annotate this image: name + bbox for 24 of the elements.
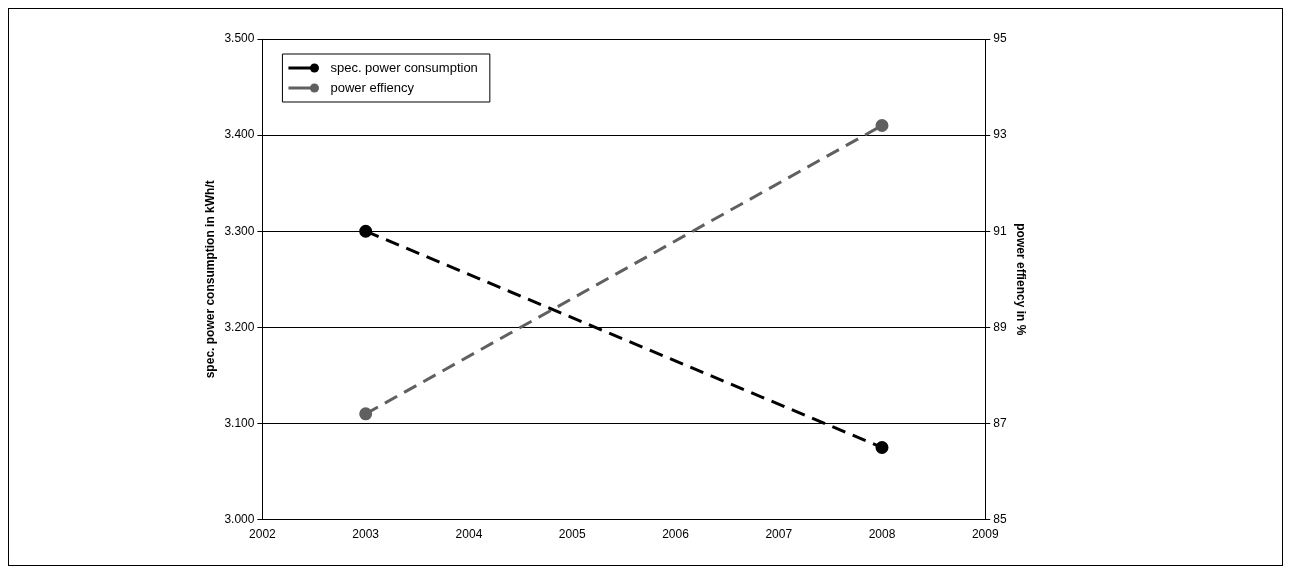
x-tick-label: 2009 — [971, 527, 999, 542]
x-tick-label: 2003 — [352, 527, 380, 542]
y-tick-label: 3.000 — [224, 511, 255, 526]
y-tick-label: 3.400 — [224, 127, 255, 142]
y-tick-label: 3.200 — [224, 319, 255, 334]
x-tick-label: 2002 — [249, 527, 277, 542]
legend-label: spec. power consumption — [330, 59, 478, 75]
y2-tick-label: 91 — [993, 223, 1007, 238]
y2-tick-label: 89 — [993, 319, 1007, 334]
x-tick-label: 2004 — [455, 527, 483, 542]
y-axis-title: spec. power consumption in kWh/t — [202, 180, 217, 379]
y-tick-label: 3.100 — [224, 415, 255, 430]
y2-tick-label: 87 — [993, 415, 1007, 430]
x-tick-label: 2006 — [662, 527, 690, 542]
x-tick-label: 2007 — [765, 527, 793, 542]
x-tick-label: 2008 — [868, 527, 896, 542]
x-tick-label: 2005 — [558, 527, 586, 542]
y2-tick-label: 95 — [993, 31, 1007, 46]
y-tick-label: 3.500 — [224, 31, 255, 46]
y2-tick-label: 93 — [993, 127, 1007, 142]
legend-label: power effiency — [330, 79, 415, 95]
y-tick-label: 3.300 — [224, 223, 255, 238]
y2-tick-label: 85 — [993, 511, 1007, 526]
y2-axis-title: power effiency in % — [1014, 223, 1029, 336]
